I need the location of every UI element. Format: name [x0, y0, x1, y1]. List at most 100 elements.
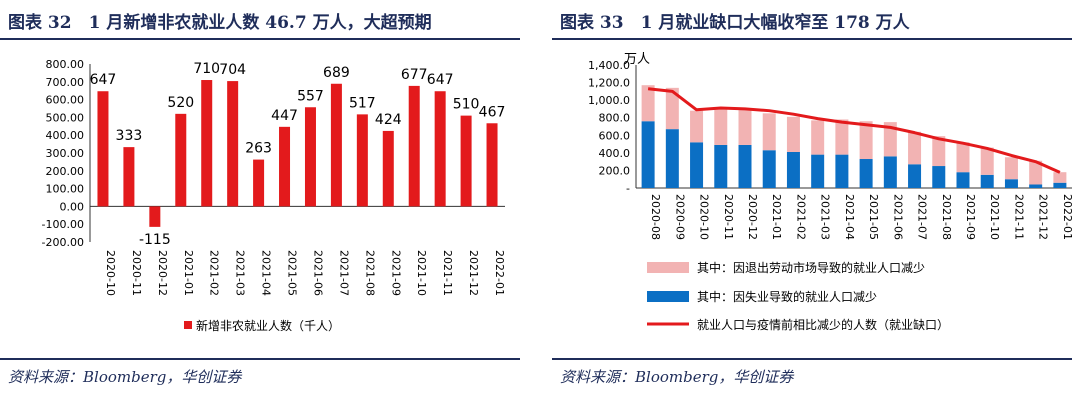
- y-tick-label: 200.00: [46, 165, 85, 178]
- bar-labor-exit: [859, 121, 873, 160]
- bar: [330, 83, 342, 207]
- legend-label: 新增非农就业人数（千人）: [196, 318, 340, 333]
- bar-unemployment: [835, 154, 849, 188]
- y-tick-label: 400.00: [46, 129, 85, 142]
- bar: [460, 115, 472, 207]
- bar: [175, 113, 187, 207]
- x-tick-label: 2021-06: [311, 250, 324, 296]
- data-label: 689: [323, 65, 350, 81]
- legend-swatch-labor-exit: [647, 262, 689, 273]
- bar: [279, 126, 291, 207]
- x-tick-label: 2020-11: [722, 194, 735, 240]
- legend-swatch: [184, 321, 192, 329]
- bar-unemployment: [641, 121, 655, 188]
- y-tick-label: 1,000.0: [588, 94, 630, 107]
- x-tick-label: 2021-03: [234, 250, 247, 296]
- y-tick-label: -100.00: [42, 218, 84, 231]
- y-tick-label: 800.00: [46, 58, 85, 71]
- title-rule: [0, 38, 520, 40]
- data-label: -115: [139, 232, 171, 248]
- bar-unemployment: [762, 150, 776, 188]
- data-label: 557: [297, 88, 324, 104]
- chart-title: 图表 33 1 月就业缺口大幅收窄至 178 万人: [560, 13, 910, 33]
- data-label: 447: [271, 108, 298, 124]
- x-tick-label: 2020-08: [649, 194, 662, 240]
- x-tick-label: 2021-12: [467, 250, 480, 296]
- x-tick-label: 2020-12: [746, 194, 759, 240]
- bar-labor-exit: [908, 131, 922, 165]
- x-tick-label: 2021-11: [441, 250, 454, 296]
- left-chart-panel: 图表 32 1 月新增非农就业人数 46.7 万人，大超预期 800.00 700…: [0, 0, 528, 408]
- bar-unemployment: [786, 151, 800, 188]
- x-tick-label: 2020-10: [698, 194, 711, 240]
- y-tick-label: 500.00: [46, 111, 85, 124]
- x-tick-label: 2022-01: [493, 250, 506, 296]
- bar-unemployment: [665, 129, 679, 188]
- bar: [356, 114, 368, 207]
- footer-rule: [552, 358, 1072, 360]
- x-tick-label: 2021-02: [794, 194, 807, 240]
- bar-unemployment: [738, 144, 752, 188]
- y-tick-label: -: [626, 182, 630, 195]
- legend-label: 就业人口与疫情前相比减少的人数（就业缺口）: [697, 317, 949, 332]
- y-tick-label: 600.00: [46, 94, 85, 107]
- legend-label: 其中：因失业导致的就业人口减少: [697, 289, 877, 304]
- bar-labor-exit: [811, 120, 825, 155]
- data-label: 704: [219, 62, 246, 78]
- gap-line: [647, 87, 1061, 174]
- bar: [253, 159, 265, 207]
- bar: [123, 147, 135, 207]
- y-tick-label: 1,200.0: [588, 77, 630, 90]
- data-label: 333: [116, 128, 143, 144]
- x-tick-label: 2021-07: [337, 250, 350, 296]
- y-tick-label: 1,400.0: [588, 59, 630, 72]
- x-tick-label: 2022-01: [1061, 194, 1074, 240]
- data-label: 263: [245, 141, 272, 157]
- bar-unemployment: [1029, 184, 1043, 188]
- bar: [382, 130, 394, 207]
- y-tick-label: 100.00: [46, 183, 85, 196]
- footer-rule: [0, 358, 520, 360]
- x-tick-label: 2021-04: [843, 194, 856, 240]
- x-tick-label: 2021-07: [916, 194, 929, 240]
- x-tick-label: 2020-11: [130, 250, 143, 296]
- data-label: 520: [167, 95, 194, 111]
- data-label: 647: [90, 72, 117, 88]
- bar-unemployment: [714, 144, 728, 188]
- y-unit-label: 万人: [624, 52, 650, 67]
- x-tick-label: 2021-05: [867, 194, 880, 240]
- x-tick-label: 2021-03: [819, 194, 832, 240]
- bar-unemployment: [690, 142, 704, 188]
- y-tick-label: 700.00: [46, 76, 85, 89]
- data-label: 510: [453, 97, 480, 113]
- x-tick-label: 2021-06: [891, 194, 904, 240]
- bar-unemployment: [908, 164, 922, 188]
- left-bar-chart: 800.00 700.00 600.00 500.00 400.00 300.00 200.…: [42, 58, 507, 333]
- y-tick-label: 600.0: [599, 129, 631, 142]
- bar-labor-exit: [738, 109, 752, 145]
- bar-labor-exit: [883, 122, 897, 157]
- x-tick-label: 2021-01: [770, 194, 783, 240]
- bar: [227, 81, 239, 207]
- data-label: 467: [479, 104, 506, 120]
- x-tick-label: 2021-02: [208, 250, 221, 296]
- x-tick-label: 2021-09: [389, 250, 402, 296]
- bar-unemployment: [883, 156, 897, 188]
- x-tick-label: 2021-08: [940, 194, 953, 240]
- x-tick-label: 2021-04: [260, 250, 273, 296]
- bar: [486, 123, 498, 207]
- bar-unemployment: [932, 166, 946, 188]
- bar-labor-exit: [690, 110, 704, 143]
- x-tick-label: 2021-11: [1012, 194, 1025, 240]
- x-tick-label: 2020-09: [673, 194, 686, 240]
- bar-labor-exit: [980, 147, 994, 175]
- title-rule: [552, 38, 1072, 40]
- x-tick-label: 2021-10: [988, 194, 1001, 240]
- bar-labor-exit: [835, 119, 849, 155]
- data-label: 647: [427, 72, 454, 88]
- bar-unemployment: [1053, 182, 1067, 188]
- bar: [201, 80, 213, 207]
- bar-unemployment: [859, 159, 873, 188]
- source-note: 资料来源：Bloomberg，华创证券: [8, 368, 242, 386]
- y-tick-label: 300.00: [46, 147, 85, 160]
